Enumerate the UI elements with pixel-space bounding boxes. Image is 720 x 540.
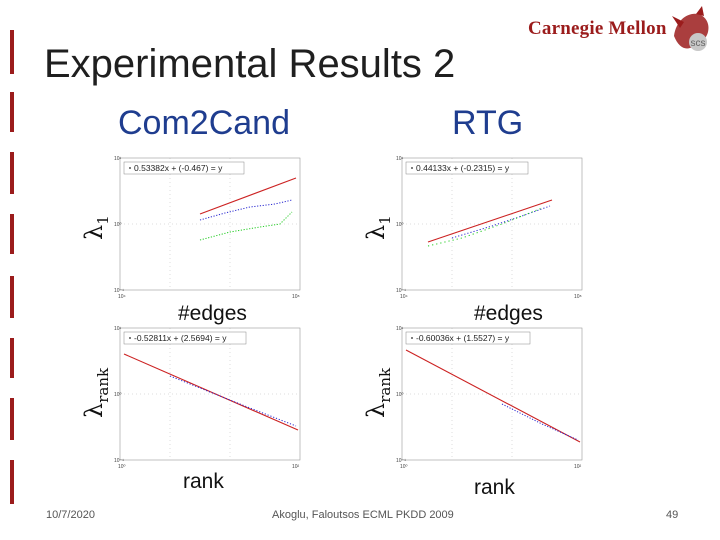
xlabel-com2cand-bottom: rank: [183, 470, 224, 493]
ylabel-com2cand-top: λ1: [80, 215, 112, 240]
plot-frame: [119, 327, 301, 461]
tick-label: 10⁻¹: [114, 288, 124, 294]
left-border-dash: [10, 276, 14, 318]
xlabel-com2cand-top: #edges: [178, 302, 247, 325]
left-border-dash: [10, 214, 14, 254]
tick-label: 10²: [292, 464, 300, 470]
griffin-icon: scs: [672, 6, 709, 51]
xlabel-rtg-bottom: rank: [474, 476, 515, 499]
left-border-dash: [10, 338, 14, 378]
plot-frame: [401, 327, 583, 461]
plot-frame: [401, 157, 583, 291]
tick-label: 10⁸: [574, 294, 582, 300]
legend-box: [405, 331, 531, 345]
ylabel-com2cand-bottom: λrank: [80, 367, 112, 418]
tick-label: 10¹: [114, 156, 122, 162]
tick-label: 10⁸: [292, 294, 300, 300]
plot-rtg-lambda-rank-vs-rank: 10¹ 10⁰ 10⁻¹ 10⁰ 10² -0.60036x + (1.5527…: [392, 320, 592, 470]
tick-label: 10⁰: [400, 464, 408, 470]
left-border-dash: [10, 30, 14, 74]
plot-com2cand-lambda1-vs-edges: 10¹ 10⁰ 10⁻¹ 10⁴ 10⁸ 0.53382x + (-0.467)…: [110, 150, 310, 300]
ylabel-rtg-top: λ1: [362, 215, 394, 240]
legend-box: [405, 161, 529, 175]
tick-label: 10⁰: [118, 464, 126, 470]
column-heading-rtg: RTG: [452, 104, 524, 142]
footer-page-number: 49: [666, 509, 679, 521]
fit-line: [405, 349, 581, 443]
series-blue: [451, 205, 551, 239]
tick-label: 10⁰: [114, 392, 122, 398]
tick-label: 10¹: [396, 326, 404, 332]
tick-label: 10⁻¹: [396, 458, 406, 464]
fit-line: [123, 353, 299, 431]
left-border-dash: [10, 152, 14, 194]
university-logo: Carnegie Mellon scs: [520, 6, 716, 56]
plot-rtg-lambda1-vs-edges: 10¹ 10⁰ 10⁻¹ 10⁴ 10⁸ 0.44133x + (-0.2315…: [392, 150, 592, 300]
plot-frame: [119, 157, 301, 291]
slide-title: Experimental Results 2: [44, 42, 456, 86]
legend-marker: [411, 337, 413, 339]
tick-label: 10⁴: [118, 294, 126, 300]
plot-com2cand-lambda-rank-vs-rank: 10¹ 10⁰ 10⁻¹ 10⁰ 10² -0.52811x + (2.5694…: [110, 320, 310, 470]
series-blue: [501, 403, 579, 441]
tick-label: 10⁻¹: [114, 458, 124, 464]
footer-citation: Akoglu, Faloutsos ECML PKDD 2009: [272, 509, 454, 521]
tick-label: 10⁰: [396, 222, 404, 228]
fit-equation: -0.60036x + (1.5527) = y: [416, 333, 510, 343]
logo-text: Carnegie Mellon: [528, 18, 667, 39]
legend-box: [123, 331, 247, 345]
logo-badge: scs: [691, 38, 706, 49]
plot-rtg-bottom-svg: 10¹ 10⁰ 10⁻¹ 10⁰ 10² -0.60036x + (1.5527…: [396, 326, 583, 470]
gridlines: [402, 328, 582, 460]
plot-rtg-top-svg: 10¹ 10⁰ 10⁻¹ 10⁴ 10⁸ 0.44133x + (-0.2315…: [396, 156, 583, 300]
tick-label: 10¹: [114, 326, 122, 332]
fit-equation: 0.53382x + (-0.467) = y: [134, 163, 223, 173]
ylabel-rtg-bottom: λrank: [362, 367, 394, 418]
column-heading-com2cand: Com2Cand: [118, 104, 290, 142]
tick-label: 10¹: [396, 156, 404, 162]
fit-line: [427, 199, 553, 243]
left-border-dash: [10, 398, 14, 440]
series-blue: [169, 375, 297, 427]
fit-line: [199, 177, 297, 215]
gridlines: [120, 158, 300, 290]
series-blue: [199, 199, 293, 221]
tick-label: 10⁴: [400, 294, 408, 300]
gridlines: [120, 328, 300, 460]
legend-marker: [129, 337, 131, 339]
fit-equation: -0.52811x + (2.5694) = y: [134, 333, 227, 343]
tick-label: 10⁰: [114, 222, 122, 228]
left-border-dash: [10, 460, 14, 504]
plot-com2cand-bottom-svg: 10¹ 10⁰ 10⁻¹ 10⁰ 10² -0.52811x + (2.5694…: [114, 326, 301, 470]
series-green: [199, 211, 293, 241]
gridlines: [402, 158, 582, 290]
legend-marker: [411, 167, 413, 169]
legend-box: [123, 161, 245, 175]
legend-marker: [129, 167, 131, 169]
xlabel-rtg-top: #edges: [474, 302, 543, 325]
tick-label: 10²: [574, 464, 582, 470]
series-green: [427, 207, 543, 247]
footer-date: 10/7/2020: [46, 509, 95, 521]
plot-com2cand-top-svg: 10¹ 10⁰ 10⁻¹ 10⁴ 10⁸ 0.53382x + (-0.467)…: [114, 156, 301, 300]
tick-label: 10⁰: [396, 392, 404, 398]
fit-equation: 0.44133x + (-0.2315) = y: [416, 163, 510, 173]
tick-label: 10⁻¹: [396, 288, 406, 294]
left-border-dash: [10, 92, 14, 132]
